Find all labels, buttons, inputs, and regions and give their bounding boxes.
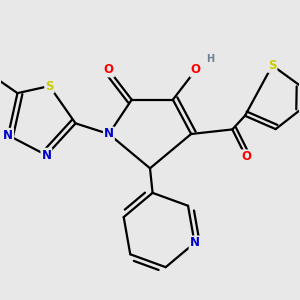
Text: O: O	[191, 64, 201, 76]
Text: N: N	[104, 128, 114, 140]
Text: O: O	[241, 150, 251, 164]
Text: N: N	[190, 236, 200, 249]
Text: S: S	[45, 80, 54, 92]
Text: O: O	[104, 64, 114, 76]
Text: N: N	[3, 129, 13, 142]
Text: N: N	[41, 149, 51, 162]
Text: H: H	[206, 53, 215, 64]
Text: S: S	[268, 59, 277, 72]
